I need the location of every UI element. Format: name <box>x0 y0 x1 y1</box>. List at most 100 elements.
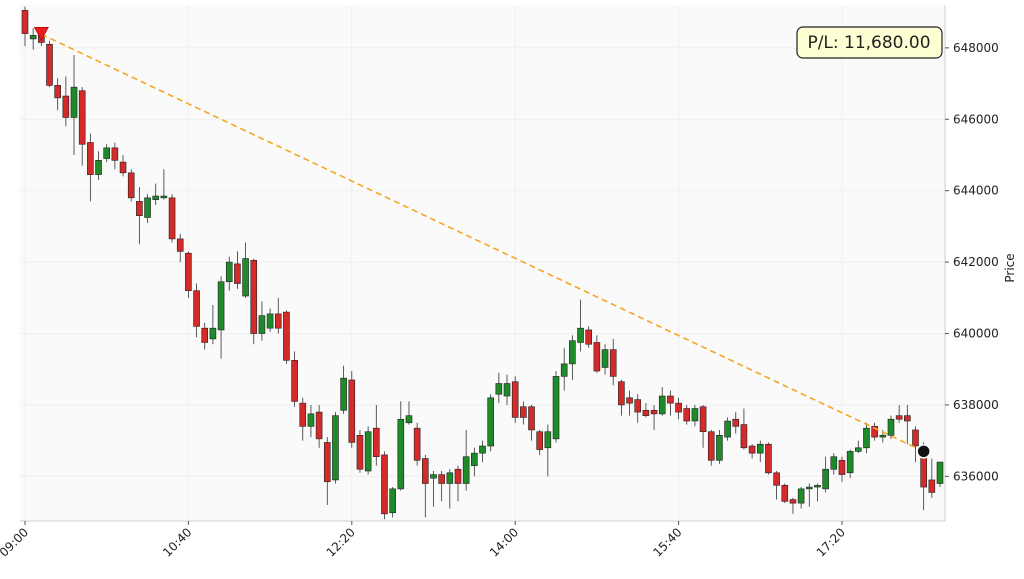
candle-body <box>422 458 429 484</box>
candle-body <box>511 381 519 418</box>
grid <box>20 5 945 521</box>
candle-body <box>569 340 576 365</box>
candle-body <box>822 468 829 490</box>
candle-body <box>201 327 209 343</box>
candle-body <box>765 443 772 474</box>
candle-body <box>536 431 543 450</box>
candle-body <box>234 263 241 284</box>
candle-body <box>683 408 691 422</box>
candle-body <box>740 424 748 449</box>
candle-body <box>87 142 94 175</box>
candle-body <box>185 252 192 291</box>
candle-body <box>797 488 805 504</box>
candle-body <box>552 376 560 440</box>
candle-body <box>217 281 225 331</box>
candle-body <box>789 499 797 504</box>
plot-area <box>20 5 945 521</box>
y-tick-label: 646000 <box>953 112 999 126</box>
candle-body <box>495 383 503 395</box>
candle-body <box>54 85 61 99</box>
candle-body <box>283 311 290 361</box>
candle-body <box>871 426 878 438</box>
candle-body <box>144 197 151 218</box>
annotation-text: P/L: 11,680.00 <box>807 33 930 53</box>
annotation-box <box>796 26 943 59</box>
candle-body <box>724 420 731 438</box>
candle-body <box>667 395 674 404</box>
candle-body <box>707 431 715 461</box>
candle-body <box>103 147 110 159</box>
candle-body <box>642 410 650 416</box>
candle-body <box>593 342 601 372</box>
candle-body <box>119 161 127 174</box>
candle-body <box>699 406 707 433</box>
entry-marker <box>33 26 49 41</box>
candle-body <box>830 456 838 470</box>
candle-body <box>242 258 249 297</box>
candle-body <box>274 313 282 329</box>
candle-body <box>62 95 70 118</box>
candle-body <box>879 434 887 438</box>
candle-body <box>544 431 552 449</box>
candle-body <box>855 447 862 452</box>
candle-body <box>136 201 143 216</box>
y-tick-label: 640000 <box>953 327 999 341</box>
candle-body <box>209 327 217 340</box>
candle-body <box>168 197 176 240</box>
candle-body <box>389 488 396 514</box>
candle-body <box>487 397 494 447</box>
y-tick-label: 648000 <box>953 41 999 55</box>
candle-body <box>250 260 258 334</box>
candle-body <box>446 472 454 484</box>
candle-body <box>225 261 233 283</box>
y-tick-label: 638000 <box>953 398 999 412</box>
candle-body <box>258 315 266 334</box>
candle-body <box>160 195 168 199</box>
candles <box>21 6 944 520</box>
candle-body <box>716 434 723 461</box>
candle-body <box>266 313 274 329</box>
candle-body <box>863 427 870 449</box>
candle-body <box>340 377 347 411</box>
candle-body <box>928 479 936 493</box>
candle-body <box>454 468 462 484</box>
trade-line <box>40 33 925 453</box>
candle-body <box>21 10 29 34</box>
candle-body <box>887 418 895 436</box>
candle-body <box>691 408 699 422</box>
candle-body <box>462 456 470 484</box>
candle-body <box>781 484 789 502</box>
candle-body <box>528 406 535 431</box>
candle-body <box>609 349 617 377</box>
candle-body <box>732 418 740 427</box>
candle-body <box>127 172 135 199</box>
candle-body <box>904 415 911 422</box>
candle-body <box>78 90 86 145</box>
candle-body <box>471 452 478 466</box>
y-tick-label: 642000 <box>953 255 999 269</box>
candle-body <box>299 402 307 427</box>
y-tick-label: 644000 <box>953 184 999 198</box>
candle-body <box>773 472 780 486</box>
y-tick-label: 636000 <box>953 469 999 483</box>
candle-body <box>332 415 339 481</box>
pl-annotation: P/L: 11,680.00 <box>796 26 943 59</box>
candle-body <box>650 410 658 415</box>
y-axis-label: Price <box>1003 253 1017 282</box>
candle-body <box>838 459 846 475</box>
candle-body <box>176 238 184 252</box>
candle-body <box>912 429 919 447</box>
candle-body <box>323 442 331 483</box>
candle-body <box>95 160 102 175</box>
candle-body <box>413 427 421 461</box>
candle-body <box>560 363 568 377</box>
candle-body <box>152 195 160 200</box>
candle-body <box>29 35 37 40</box>
candle-body <box>936 461 944 484</box>
candle-body <box>372 427 380 458</box>
candle-body <box>675 402 682 413</box>
candle-body <box>430 474 437 479</box>
candle-body <box>626 397 633 404</box>
candle-body <box>895 415 903 420</box>
